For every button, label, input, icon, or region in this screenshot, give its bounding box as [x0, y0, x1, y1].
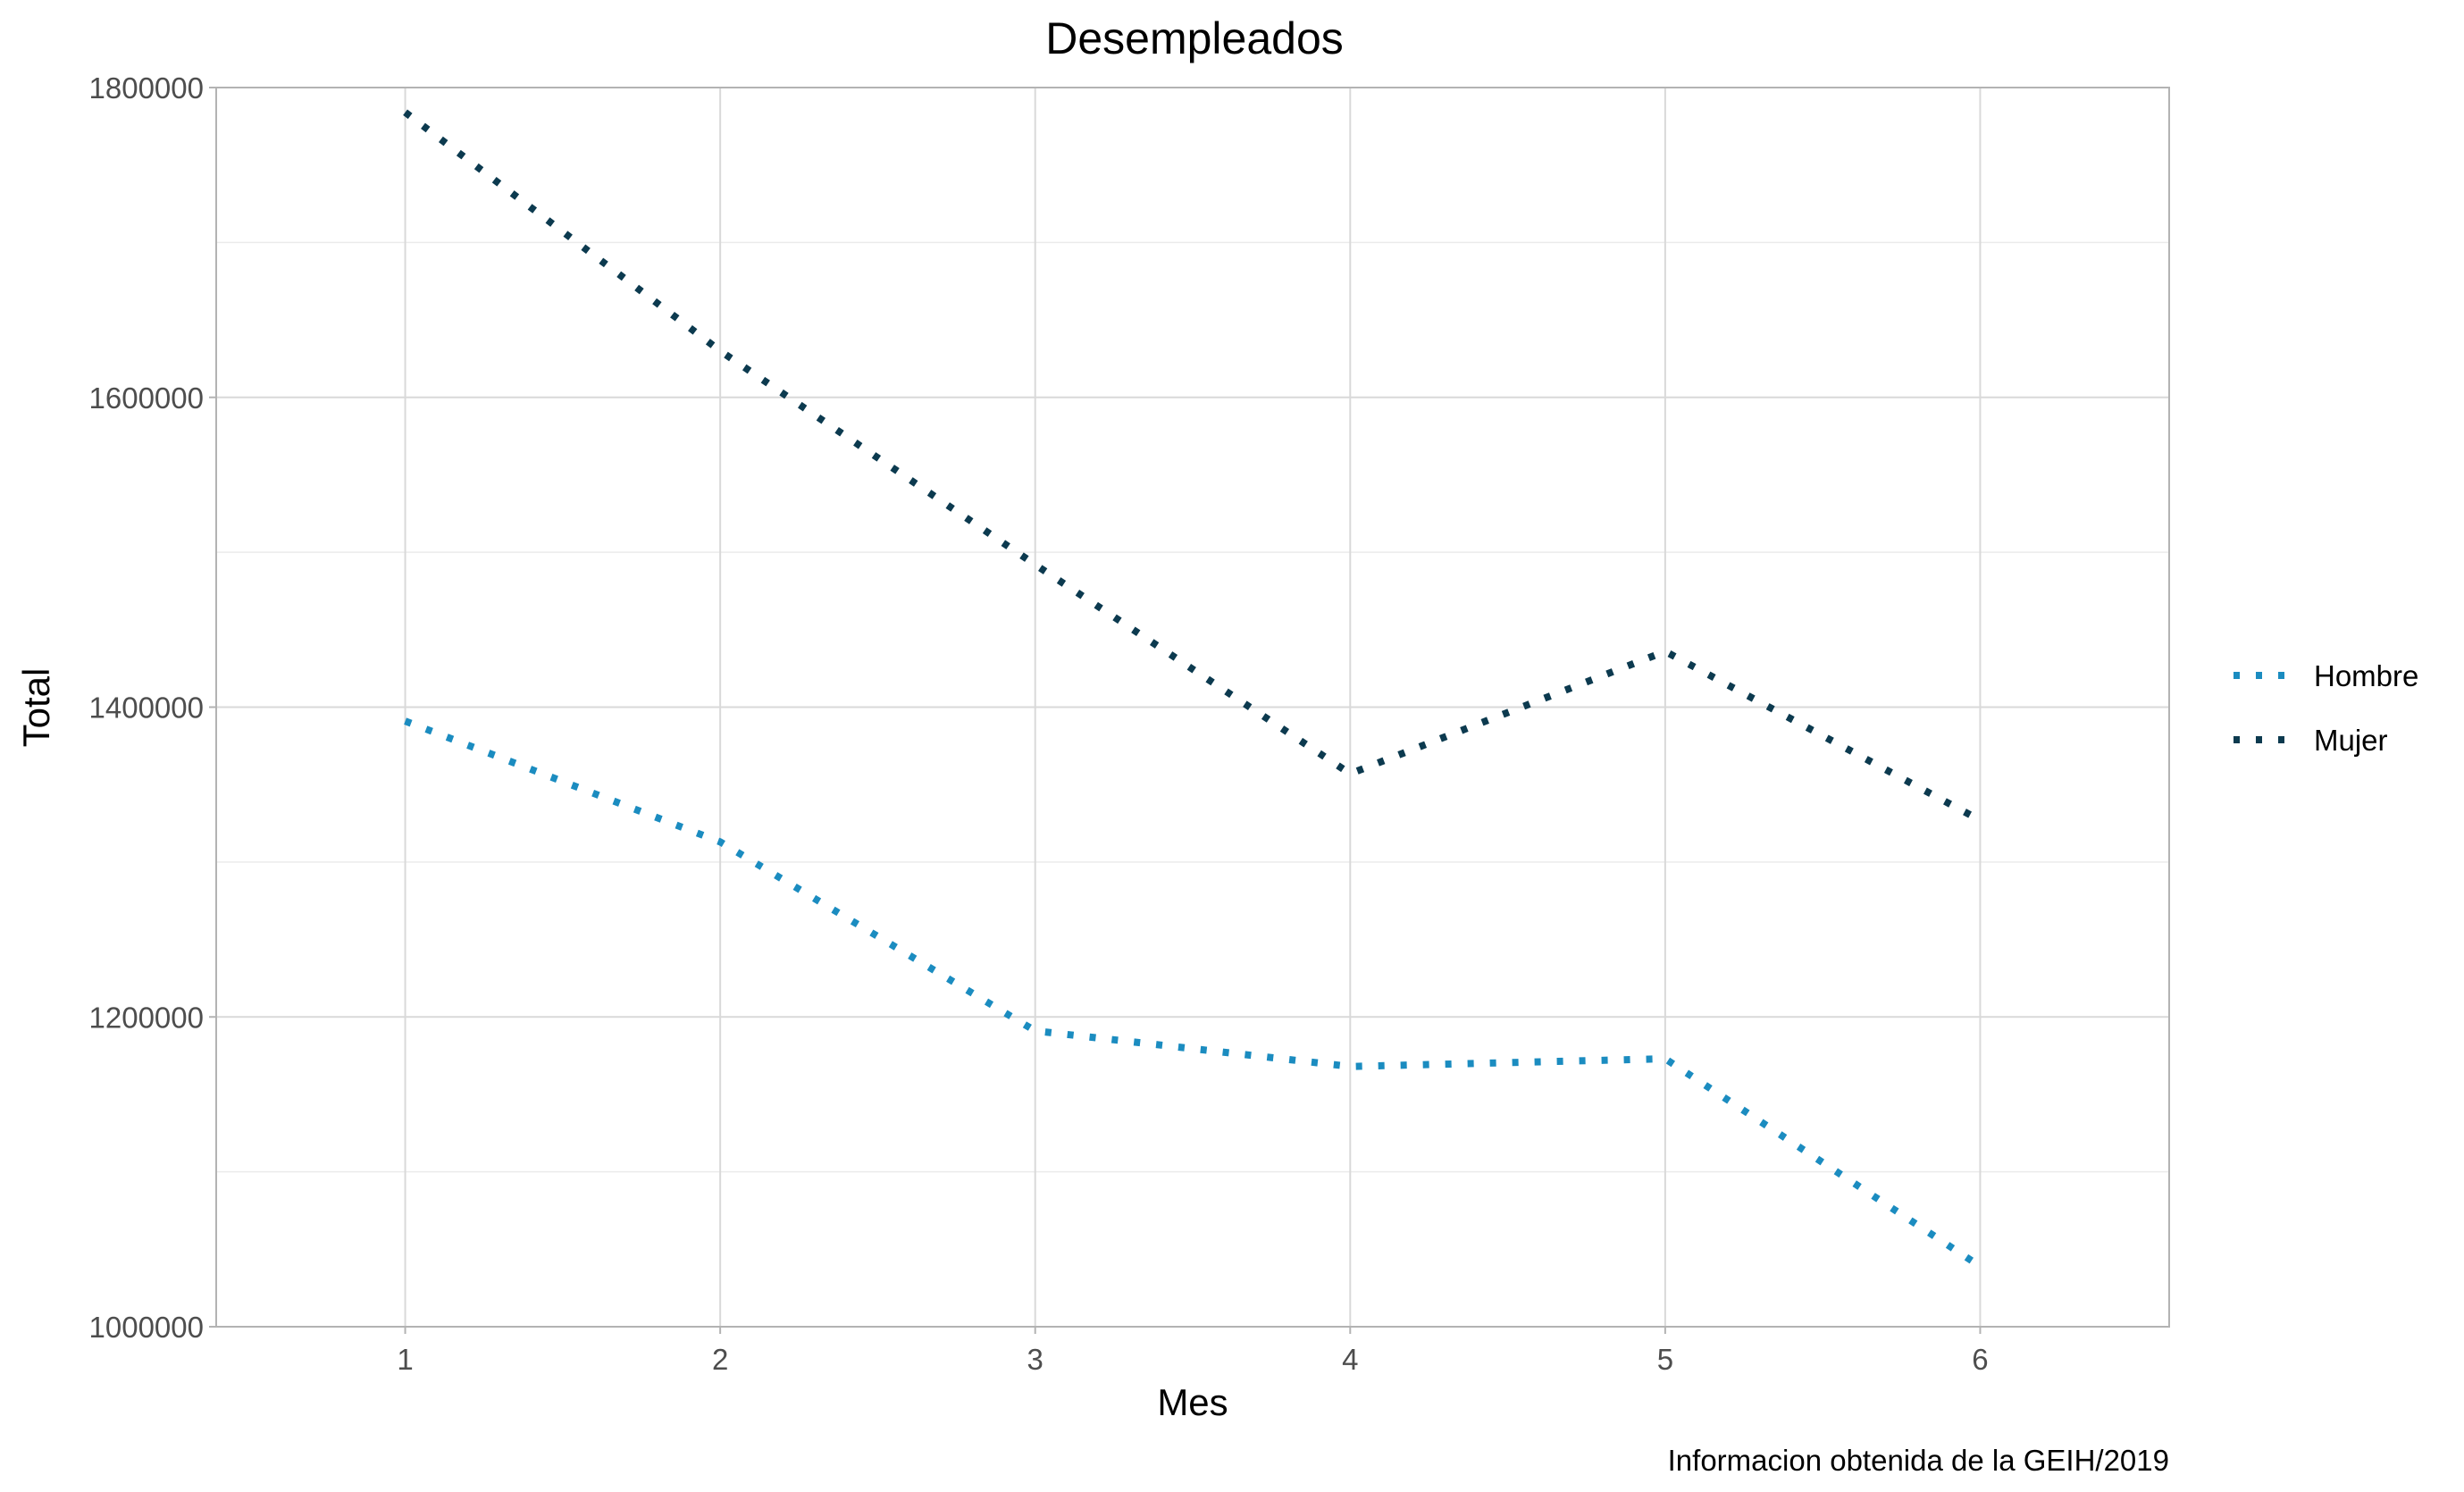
legend-label: Hombre: [2314, 659, 2418, 692]
x-axis-title: Mes: [1157, 1381, 1228, 1423]
legend: Hombre Mujer: [2234, 659, 2418, 757]
x-tick-label: 1: [397, 1343, 413, 1376]
x-tick-label: 6: [1972, 1343, 1988, 1376]
y-axis: 1000000 1200000 1400000 1600000 1800000: [89, 71, 216, 1344]
y-tick-label: 1800000: [89, 71, 204, 105]
chart-title: Desempleados: [1045, 13, 1344, 63]
x-tick-label: 2: [712, 1343, 728, 1376]
y-axis-title: Total: [15, 668, 57, 748]
y-tick-label: 1400000: [89, 692, 204, 725]
x-tick-label: 5: [1657, 1343, 1673, 1376]
x-tick-label: 3: [1027, 1343, 1043, 1376]
series-line-hombre: [404, 717, 1982, 1270]
series-line-mujer: [403, 109, 1982, 824]
legend-label: Mujer: [2314, 724, 2388, 757]
y-tick-label: 1200000: [89, 1001, 204, 1034]
x-tick-label: 4: [1342, 1343, 1358, 1376]
y-tick-label: 1000000: [89, 1311, 204, 1344]
x-axis: 1 2 3 4 5 6: [397, 1327, 1989, 1376]
y-tick-label: 1600000: [89, 381, 204, 415]
chart-caption: Informacion obtenida de la GEIH/2019: [1668, 1444, 2169, 1477]
grid: [216, 87, 2169, 1328]
series-lines: [403, 109, 1982, 1270]
